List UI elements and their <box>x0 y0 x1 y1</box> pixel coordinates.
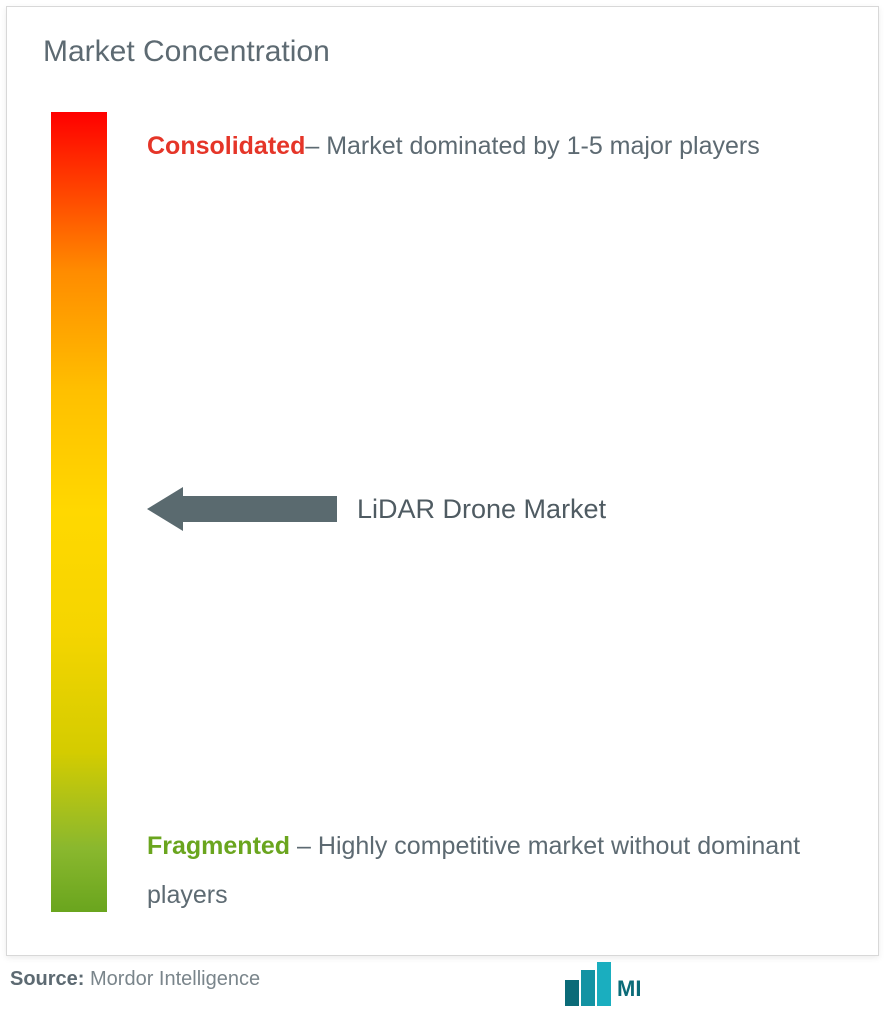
concentration-gradient-bar <box>51 112 107 912</box>
consolidated-label: Consolidated <box>147 132 305 160</box>
svg-text:MI: MI <box>617 976 641 1001</box>
fragmented-label: Fragmented <box>147 832 290 860</box>
source-attribution: Source: Mordor Intelligence <box>10 968 260 991</box>
consolidated-description: – Market dominated by 1-5 major players <box>305 132 759 160</box>
market-position-marker: LiDAR Drone Market <box>147 487 606 531</box>
page-title: Market Concentration <box>43 35 330 69</box>
marker-label: LiDAR Drone Market <box>357 494 606 525</box>
source-prefix: Source: <box>10 968 84 990</box>
arrow-left-icon <box>147 487 337 531</box>
consolidated-block: Consolidated– Market dominated by 1-5 ma… <box>147 122 847 171</box>
source-name: Mordor Intelligence <box>84 968 260 990</box>
mordor-logo-icon: MI <box>565 962 645 1006</box>
fragmented-block: Fragmented – Highly competitive market w… <box>147 822 867 920</box>
infographic-card: Market Concentration Consolidated– Marke… <box>6 6 879 956</box>
